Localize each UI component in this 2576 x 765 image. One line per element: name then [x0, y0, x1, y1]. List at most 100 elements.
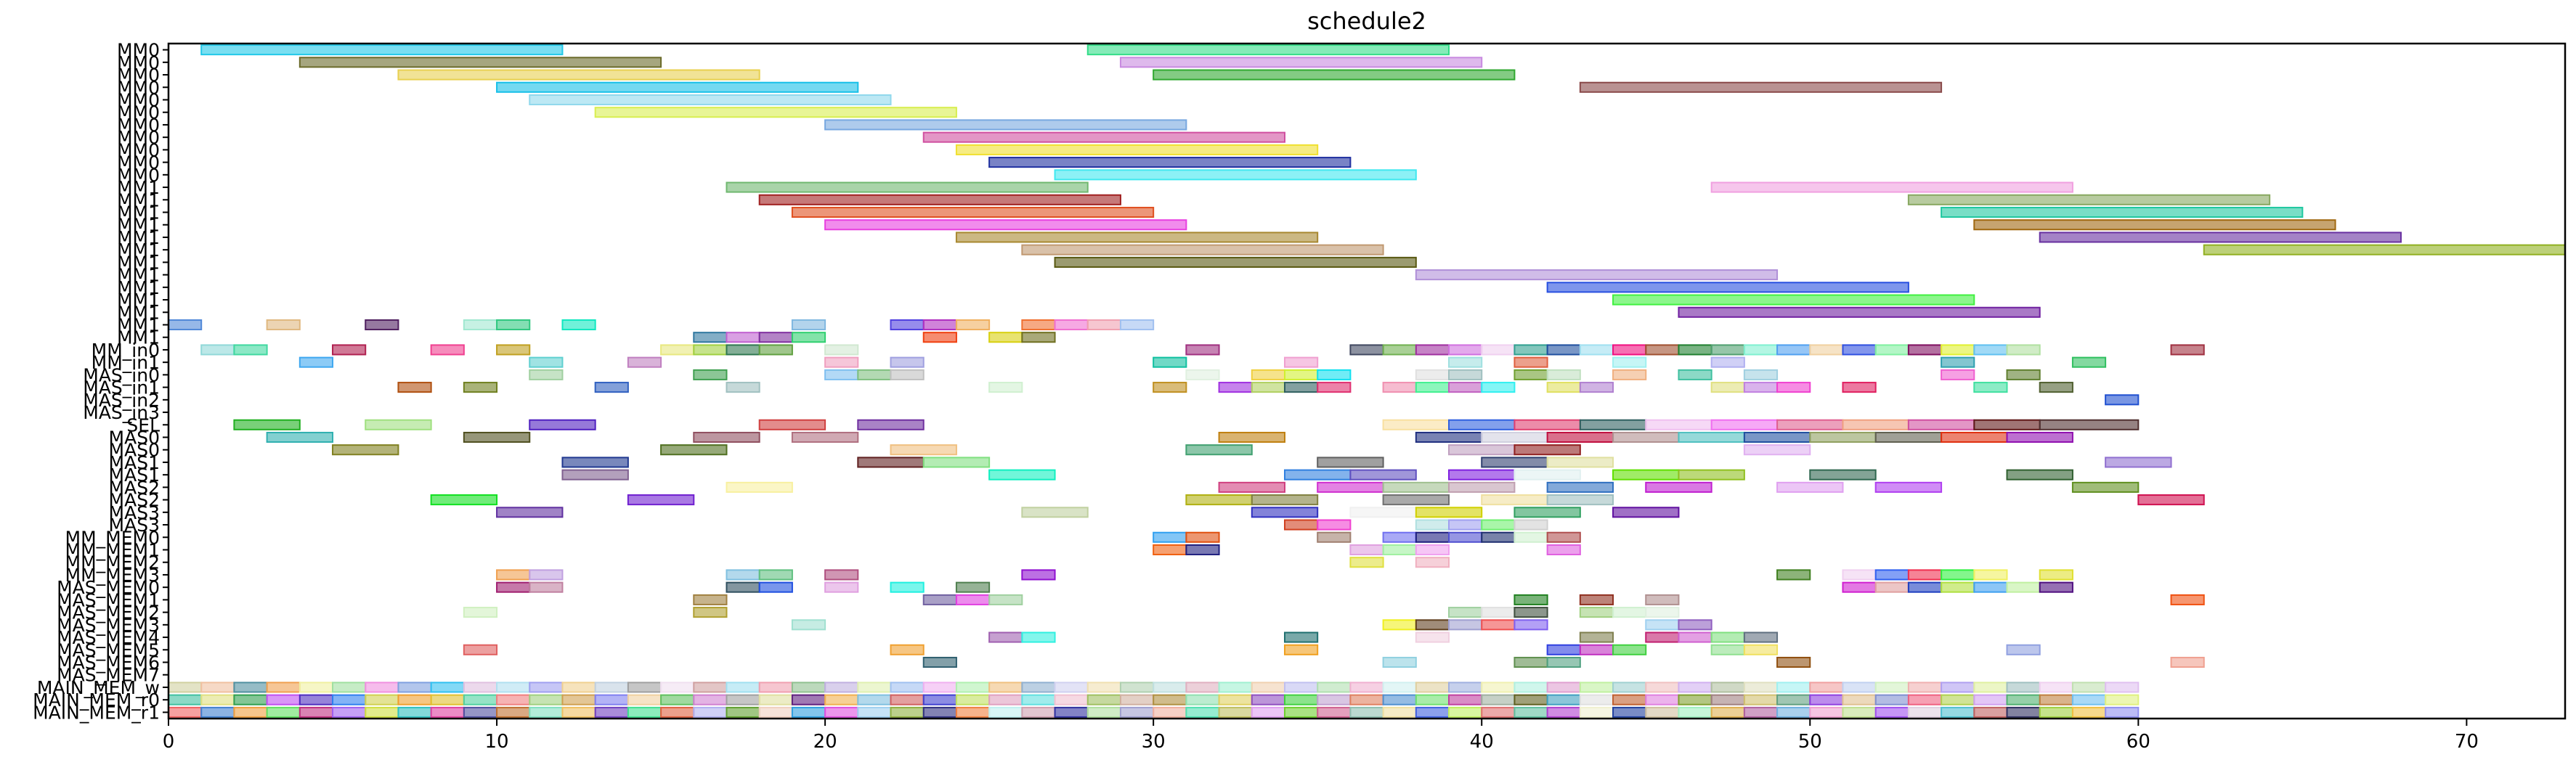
y-tick-label: MM0	[117, 40, 160, 61]
task-bar	[726, 481, 793, 493]
task-bar	[660, 694, 695, 705]
y-tick-label: MAS0	[109, 440, 160, 461]
task-bar	[2105, 457, 2172, 468]
task-bar	[1185, 444, 1253, 456]
task-bar	[1678, 344, 1712, 356]
task-bar	[1513, 682, 1548, 693]
task-bar	[1513, 419, 1581, 430]
task-bar	[1973, 581, 2008, 593]
task-bar	[1710, 419, 1779, 430]
task-bar	[1776, 419, 1844, 430]
task-bar	[1513, 507, 1581, 518]
task-bar	[1645, 594, 1680, 605]
task-bar	[200, 706, 235, 718]
y-tick-label: MAS_MEM2	[57, 602, 160, 623]
task-bar	[594, 706, 629, 718]
task-bar	[1874, 481, 1943, 493]
task-bar	[463, 644, 498, 655]
task-bar	[1283, 356, 1319, 368]
task-bar	[890, 706, 925, 718]
task-bar	[529, 369, 564, 380]
task-bar	[1776, 569, 1811, 581]
task-bar	[463, 694, 498, 705]
y-tick-label: MM_MEM3	[65, 565, 160, 586]
task-bar	[758, 344, 793, 356]
task-bar	[988, 157, 1352, 168]
task-bar	[1054, 319, 1089, 331]
task-bar	[1612, 507, 1680, 518]
task-bar	[1513, 656, 1548, 668]
task-bar	[1448, 356, 1483, 368]
task-bar	[1021, 507, 1089, 518]
y-tick-label: MM0	[117, 152, 160, 173]
task-bar	[1710, 631, 1745, 643]
task-bar	[2039, 706, 2073, 718]
task-bar	[1513, 706, 1548, 718]
task-bar	[1842, 569, 1877, 581]
y-tick-label: MM1	[117, 315, 160, 336]
task-bar	[1678, 706, 1712, 718]
task-bar	[529, 356, 564, 368]
task-bar	[1086, 682, 1121, 693]
task-bar	[922, 706, 957, 718]
task-bar	[1809, 431, 1877, 443]
task-bar	[1513, 344, 1548, 356]
task-bar	[791, 319, 826, 331]
task-bar	[2105, 394, 2140, 406]
task-bar	[1743, 694, 1779, 705]
task-bar	[1317, 682, 1352, 693]
task-bar	[1941, 369, 1975, 380]
task-bar	[2006, 682, 2041, 693]
task-bar	[1612, 607, 1647, 618]
task-bar	[1317, 481, 1384, 493]
y-tick-label: MAS1	[109, 452, 160, 473]
x-tick-label: 30	[1142, 731, 1166, 753]
task-bar	[627, 694, 662, 705]
task-bar	[561, 682, 596, 693]
y-tick-label: MM0	[117, 90, 160, 111]
task-bar	[693, 594, 728, 605]
task-bar	[758, 419, 826, 430]
task-bar	[496, 507, 564, 518]
task-bar	[1645, 631, 1680, 643]
task-bar	[1907, 194, 2271, 205]
y-tick-label: MM_MEM0	[65, 527, 160, 548]
y-tick-label: MM1	[117, 227, 160, 248]
task-bar	[1743, 369, 1779, 380]
y-tick-label: MM1	[117, 302, 160, 323]
task-bar	[1710, 344, 1745, 356]
task-bar	[1251, 507, 1319, 518]
task-bar	[988, 594, 1023, 605]
task-bar	[298, 57, 662, 68]
task-bar	[758, 682, 793, 693]
task-bar	[693, 607, 728, 618]
task-bar	[1448, 481, 1516, 493]
task-bar	[2105, 694, 2140, 705]
task-bar	[463, 431, 531, 443]
task-bar	[824, 356, 859, 368]
task-bar	[955, 144, 1319, 155]
task-bar	[1153, 531, 1187, 543]
task-bar	[1743, 382, 1779, 393]
task-bar	[1185, 682, 1220, 693]
task-bar	[1021, 244, 1384, 255]
task-bar	[955, 706, 991, 718]
task-bar	[627, 356, 662, 368]
task-bar	[824, 706, 859, 718]
task-bar	[1086, 694, 1121, 705]
y-tick-label: MM1	[117, 290, 160, 311]
plot-frame	[167, 42, 2567, 720]
task-bar	[529, 569, 564, 581]
task-bar	[1448, 444, 1516, 456]
y-tick-label: MM1	[117, 189, 160, 210]
task-bar	[2006, 706, 2041, 718]
task-bar	[1546, 656, 1581, 668]
task-bar	[1710, 644, 1745, 655]
task-bar	[1448, 469, 1516, 480]
task-bar	[1513, 469, 1581, 480]
y-tick-label: MAS_MEM7	[57, 665, 160, 686]
task-bar	[2170, 344, 2205, 356]
task-bar	[1382, 531, 1417, 543]
task-bar	[1678, 431, 1745, 443]
task-bar	[1382, 344, 1417, 356]
